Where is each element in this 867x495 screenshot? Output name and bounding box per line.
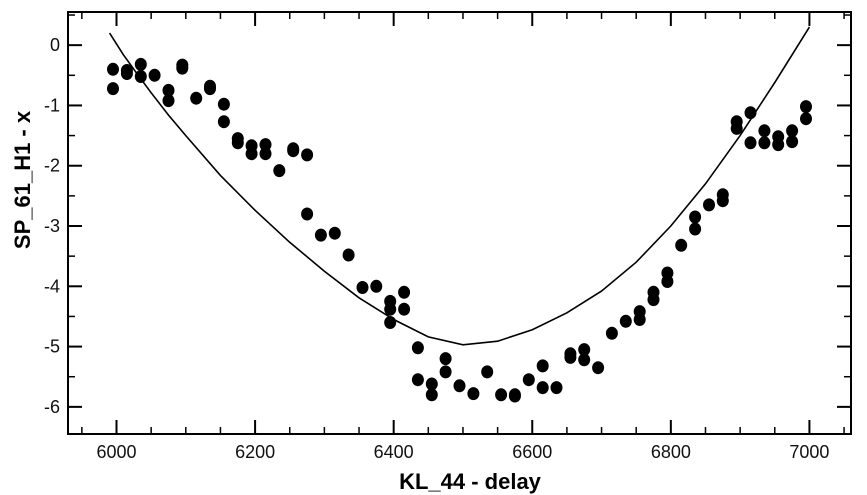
data-point [134,70,147,83]
data-point [744,106,757,120]
data-point [522,373,535,387]
tick-labels: 6000 6200 6400 6600 6800 7000 0 -1 -2 -3 -4 -5 -6 [44,35,829,462]
data-point [800,112,812,126]
x-tick-label: 6400 [374,442,414,462]
data-point [411,341,424,355]
data-point [730,121,743,135]
x-tick-label: 6800 [651,442,691,462]
data-point [425,377,438,391]
fit-curve [108,26,811,346]
data-point [356,281,369,294]
data-point [342,248,355,262]
data-point [578,353,591,367]
data-point [758,136,771,150]
data-point [508,389,521,403]
y-tick-label: 0 [50,35,60,55]
data-point [772,138,785,152]
plot-area-frame [67,11,852,435]
data-points [107,57,812,403]
x-tick-label: 6600 [512,442,552,462]
data-point [301,148,314,162]
data-point [411,373,424,387]
data-point [716,194,729,208]
data-point [439,352,452,366]
x-tick-label: 6000 [96,442,136,462]
x-tick-label: 7000 [789,442,829,462]
data-point [398,302,411,316]
data-point [384,316,397,329]
data-point [231,136,244,150]
data-point [328,226,341,240]
y-tick-label: -2 [44,156,60,176]
data-point [176,61,189,75]
data-point [578,343,591,357]
x-tick-label: 6200 [235,442,275,462]
data-point [425,388,438,402]
data-point [217,115,230,129]
data-point [786,135,799,149]
data-point [619,314,632,328]
data-point [398,285,411,299]
data-point [605,326,618,340]
x-axis-title: KL_44 - delay [399,469,542,494]
data-point [217,97,230,111]
data-point [148,68,161,82]
data-point [467,387,480,401]
data-point [564,350,577,364]
data-point [162,94,175,108]
data-point [800,100,812,114]
data-point [107,82,119,96]
data-point [675,238,688,252]
data-point [592,361,605,375]
data-point [647,293,660,307]
data-point [245,147,258,161]
data-point [536,381,549,395]
data-point [481,365,494,379]
data-point [314,228,327,242]
data-point [259,147,272,161]
axis-ticks [68,12,851,434]
data-point [495,388,508,402]
y-tick-label: -6 [44,397,60,417]
data-point [370,279,383,293]
data-point [204,82,216,96]
data-point [190,91,203,105]
data-point [273,164,286,178]
data-point [689,222,702,236]
data-point [786,124,799,138]
data-point [107,62,119,76]
data-point [384,302,397,316]
data-point [744,136,757,150]
data-point [259,138,272,152]
data-point [550,381,563,395]
data-point [301,207,314,221]
data-point [689,210,702,224]
data-point [120,67,133,80]
data-point [162,83,175,97]
data-point [439,365,452,379]
data-point [661,275,674,288]
y-tick-label: -3 [44,216,60,236]
data-point [536,359,549,373]
y-tick-label: -4 [44,276,60,296]
data-point [453,379,466,393]
data-point [758,124,771,138]
y-tick-label: -5 [44,337,60,357]
data-point [134,57,147,71]
y-axis-title: SP_61_H1 - x [10,110,35,249]
data-point [633,313,646,326]
data-point [703,198,715,212]
data-point [287,144,300,158]
y-tick-label: -1 [44,95,60,115]
